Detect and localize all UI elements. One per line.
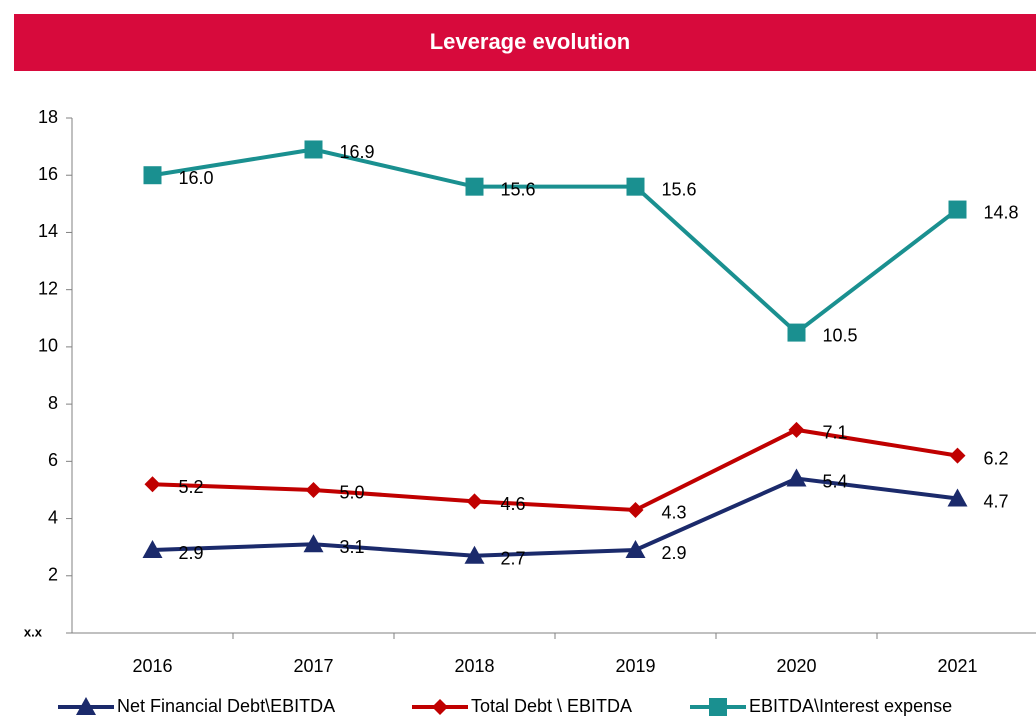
data-point bbox=[626, 177, 645, 196]
x-tick-label: 2019 bbox=[615, 656, 655, 676]
series-line bbox=[152, 427, 958, 512]
data-label: 4.6 bbox=[501, 494, 526, 514]
y-tick-label: 6 bbox=[48, 450, 58, 470]
legend-label: EBITDA\Interest expense bbox=[749, 696, 952, 716]
x-tick-label: 2020 bbox=[776, 656, 816, 676]
data-point bbox=[949, 447, 966, 464]
data-label: 16.9 bbox=[340, 142, 375, 162]
data-point bbox=[464, 545, 485, 564]
data-point bbox=[788, 421, 805, 438]
data-point bbox=[303, 534, 324, 553]
data-point bbox=[305, 481, 322, 498]
series-line bbox=[152, 147, 959, 336]
data-label: 15.6 bbox=[501, 179, 536, 199]
data-point bbox=[466, 493, 483, 510]
data-label: 15.6 bbox=[662, 179, 697, 199]
data-label: 4.3 bbox=[662, 503, 687, 523]
data-label: 6.2 bbox=[984, 448, 1009, 468]
y-tick-label: 2 bbox=[48, 565, 58, 585]
title-banner bbox=[14, 14, 1036, 71]
data-point bbox=[465, 177, 484, 196]
x-tick-label: 2017 bbox=[293, 656, 333, 676]
y-tick-label: 10 bbox=[38, 336, 58, 356]
data-point bbox=[144, 476, 161, 493]
legend-marker bbox=[76, 697, 96, 715]
chart-title: Leverage evolution bbox=[430, 29, 631, 54]
y-tick-label: 4 bbox=[48, 507, 58, 527]
data-point bbox=[786, 468, 807, 487]
legend-label: Total Debt \ EBITDA bbox=[471, 696, 632, 716]
data-point bbox=[948, 200, 967, 219]
data-point bbox=[625, 540, 646, 559]
data-label: 10.5 bbox=[823, 325, 858, 345]
legend-marker bbox=[432, 699, 448, 715]
data-label: 14.8 bbox=[984, 202, 1019, 222]
data-point bbox=[142, 540, 163, 559]
series-line bbox=[152, 476, 958, 558]
data-point bbox=[947, 488, 968, 507]
data-label: 16.0 bbox=[179, 168, 214, 188]
y-tick-label: 14 bbox=[38, 221, 58, 241]
data-point bbox=[627, 501, 644, 518]
data-label: 4.7 bbox=[984, 491, 1009, 511]
data-label: 5.2 bbox=[179, 477, 204, 497]
data-label: 7.1 bbox=[823, 423, 848, 443]
legend-marker bbox=[709, 698, 727, 716]
data-point bbox=[304, 140, 323, 159]
data-label: 2.9 bbox=[662, 543, 687, 563]
x-tick-label: 2018 bbox=[454, 656, 494, 676]
y-tick-label: 8 bbox=[48, 393, 58, 413]
data-label: 2.9 bbox=[179, 543, 204, 563]
x-tick-label: 2016 bbox=[132, 656, 172, 676]
data-label: 5.0 bbox=[340, 483, 365, 503]
y-tick-label: 18 bbox=[38, 107, 58, 127]
data-label: 2.7 bbox=[501, 549, 526, 569]
data-label: 3.1 bbox=[340, 537, 365, 557]
legend-label: Net Financial Debt\EBITDA bbox=[117, 696, 335, 716]
data-point bbox=[143, 166, 162, 185]
y-tick-label: 12 bbox=[38, 278, 58, 298]
data-point bbox=[787, 323, 806, 342]
y-tick-label: 16 bbox=[38, 164, 58, 184]
y-tick-label: x.x bbox=[24, 624, 43, 639]
x-tick-label: 2021 bbox=[937, 656, 977, 676]
data-label: 5.4 bbox=[823, 471, 848, 491]
